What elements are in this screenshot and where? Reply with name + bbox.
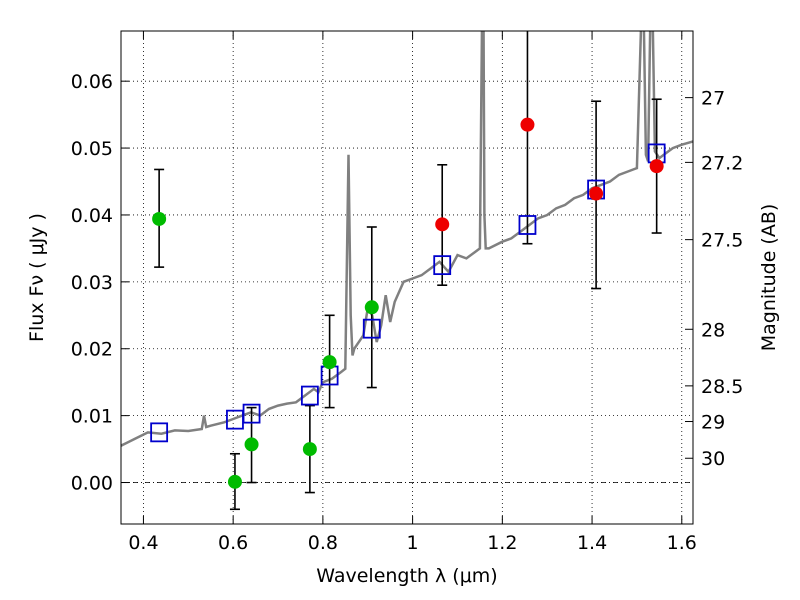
grid-lines <box>121 31 693 524</box>
x-tick-label: 1.6 <box>667 532 697 554</box>
x-axis-label: Wavelength λ (μm) <box>316 565 497 587</box>
model-square-point <box>300 385 319 406</box>
right-tick-label: 27.2 <box>701 152 743 174</box>
y-tick-label: 0.02 <box>71 339 113 361</box>
model-square-point <box>242 403 261 424</box>
green-data-point <box>364 300 379 315</box>
red-data-point <box>435 217 450 232</box>
y-tick-label: 0.03 <box>71 272 113 294</box>
green-data-point <box>322 355 337 370</box>
plot-frame <box>120 30 694 525</box>
x-tick-label: 1.2 <box>487 532 517 554</box>
green-data-point <box>302 442 317 457</box>
x-tick-label: 0.8 <box>308 532 338 554</box>
model-square-point <box>150 422 169 443</box>
green-data-point <box>244 437 259 452</box>
y-tick-label: 0.04 <box>71 205 113 227</box>
red-data-point <box>649 159 664 174</box>
model-spectrum-line <box>121 31 693 447</box>
right-tick-label: 29 <box>701 412 725 434</box>
x-tick-label: 1 <box>407 532 419 554</box>
green-data-point <box>227 474 242 489</box>
model-square-point <box>433 255 452 276</box>
y-tick-label: 0.05 <box>71 138 113 160</box>
model-square-point <box>362 318 381 339</box>
right-tick-label: 27.5 <box>701 230 743 252</box>
y-tick-label: 0.00 <box>71 473 113 495</box>
x-tick-label: 0.6 <box>218 532 248 554</box>
x-tick-label: 0.4 <box>128 532 158 554</box>
model-square-point <box>518 215 537 235</box>
right-tick-label: 30 <box>701 448 725 470</box>
y-tick-label: 0.06 <box>71 71 113 93</box>
y-tick-label: 0.01 <box>71 406 113 428</box>
right-tick-label: 27 <box>701 88 725 110</box>
x-tick-label: 1.4 <box>577 532 607 554</box>
axis-ticks: 0.4 0.6 0.8 1 1.2 1.4 1.6 0.00 0.01 0.02 0.03 0.04 0… <box>71 31 743 554</box>
green-data-point <box>152 211 167 226</box>
y-axis-label: Flux Fν ( μJy ) <box>26 213 48 342</box>
right-tick-label: 28.5 <box>701 376 743 398</box>
right-axis-label: Magnitude (AB) <box>758 204 780 352</box>
red-data-point <box>520 117 535 132</box>
plot-area <box>121 31 693 511</box>
red-data-point <box>589 186 604 201</box>
right-tick-label: 28 <box>701 319 725 341</box>
